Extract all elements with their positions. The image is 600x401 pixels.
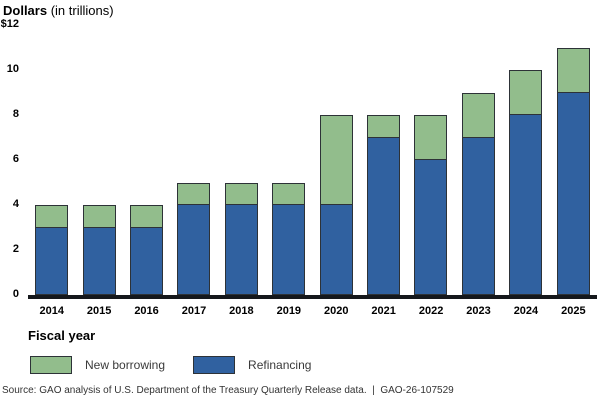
y-tick-label-8: 8 <box>12 108 19 120</box>
bar-column-2022 <box>414 115 448 295</box>
x-tick-label-2018: 2018 <box>229 305 254 317</box>
segment-refinancing <box>224 205 258 295</box>
segment-refinancing <box>414 160 448 295</box>
bar-column-2020 <box>319 115 353 295</box>
x-tick-label-2020: 2020 <box>324 305 349 317</box>
legend-swatch-new-borrowing <box>30 356 72 374</box>
chart-title-units: (in trillions) <box>47 3 114 18</box>
x-tick-label-2024: 2024 <box>513 305 539 317</box>
x-tick-label-2014: 2014 <box>39 305 64 317</box>
segment-new-borrowing <box>556 47 590 93</box>
x-tick-label-2016: 2016 <box>134 305 159 317</box>
segment-new-borrowing <box>461 92 495 138</box>
x-tick-label-2019: 2019 <box>276 305 302 317</box>
segment-new-borrowing <box>367 115 401 138</box>
legend-label: New borrowing <box>85 358 166 372</box>
segment-new-borrowing <box>130 205 164 228</box>
bar-column-2025 <box>556 47 590 295</box>
y-axis-labels: $12 10 8 6 4 2 0 <box>0 18 19 300</box>
y-tick-label-4: 4 <box>12 198 19 210</box>
legend-item-refinancing: Refinancing <box>193 356 311 374</box>
bar-column-2016 <box>130 205 164 295</box>
x-axis-title: Fiscal year <box>28 328 96 343</box>
x-tick-label-2022: 2022 <box>418 305 444 317</box>
bar-column-2024 <box>509 70 543 295</box>
y-tick-label-10: 10 <box>6 63 19 75</box>
x-tick-label-2017: 2017 <box>181 305 207 317</box>
plot-area <box>28 25 597 299</box>
segment-new-borrowing <box>177 182 211 205</box>
y-tick-label-0: 0 <box>12 288 19 300</box>
segment-new-borrowing <box>272 182 306 205</box>
x-tick-label-2025: 2025 <box>561 305 586 317</box>
segment-refinancing <box>35 227 69 295</box>
segment-refinancing <box>82 227 116 295</box>
y-tick-label-6: 6 <box>12 153 19 165</box>
chart-title-bold: Dollars <box>3 3 48 18</box>
segment-refinancing <box>556 92 590 295</box>
x-tick-label-2023: 2023 <box>466 305 491 317</box>
segment-refinancing <box>177 205 211 295</box>
y-tick-label-12: $12 <box>0 18 19 30</box>
x-tick-label-2021: 2021 <box>371 305 396 317</box>
segment-new-borrowing <box>414 115 448 160</box>
segment-refinancing <box>461 137 495 295</box>
segment-new-borrowing <box>35 205 69 228</box>
y-tick-label-2: 2 <box>12 243 19 255</box>
x-tick-label-2015: 2015 <box>86 305 112 317</box>
bar-column-2018 <box>224 182 258 295</box>
segment-new-borrowing <box>82 205 116 228</box>
legend-label: Refinancing <box>248 358 312 372</box>
bar-column-2017 <box>177 182 211 295</box>
legend: New borrowing Refinancing <box>30 356 311 374</box>
x-axis-labels: 2014 2015 2016 2017 2018 2019 2020 2021 2022 2023… <box>28 305 597 317</box>
segment-refinancing <box>509 115 543 295</box>
bar-column-2021 <box>367 115 401 295</box>
bar-column-2019 <box>272 182 306 295</box>
segment-new-borrowing <box>319 115 353 205</box>
bar-column-2023 <box>461 92 495 295</box>
segment-refinancing <box>130 227 164 295</box>
segment-new-borrowing <box>224 182 258 205</box>
legend-swatch-refinancing <box>193 356 236 374</box>
segment-refinancing <box>367 137 401 295</box>
segment-new-borrowing <box>509 70 543 115</box>
chart-title: Dollars (in trillions) <box>3 3 114 18</box>
legend-item-new-borrowing: New borrowing <box>30 356 165 374</box>
bar-column-2014 <box>35 205 69 295</box>
segment-refinancing <box>319 205 353 295</box>
segment-refinancing <box>272 205 306 295</box>
source-note: Source: GAO analysis of U.S. Department … <box>2 385 454 396</box>
bar-column-2015 <box>82 205 116 295</box>
